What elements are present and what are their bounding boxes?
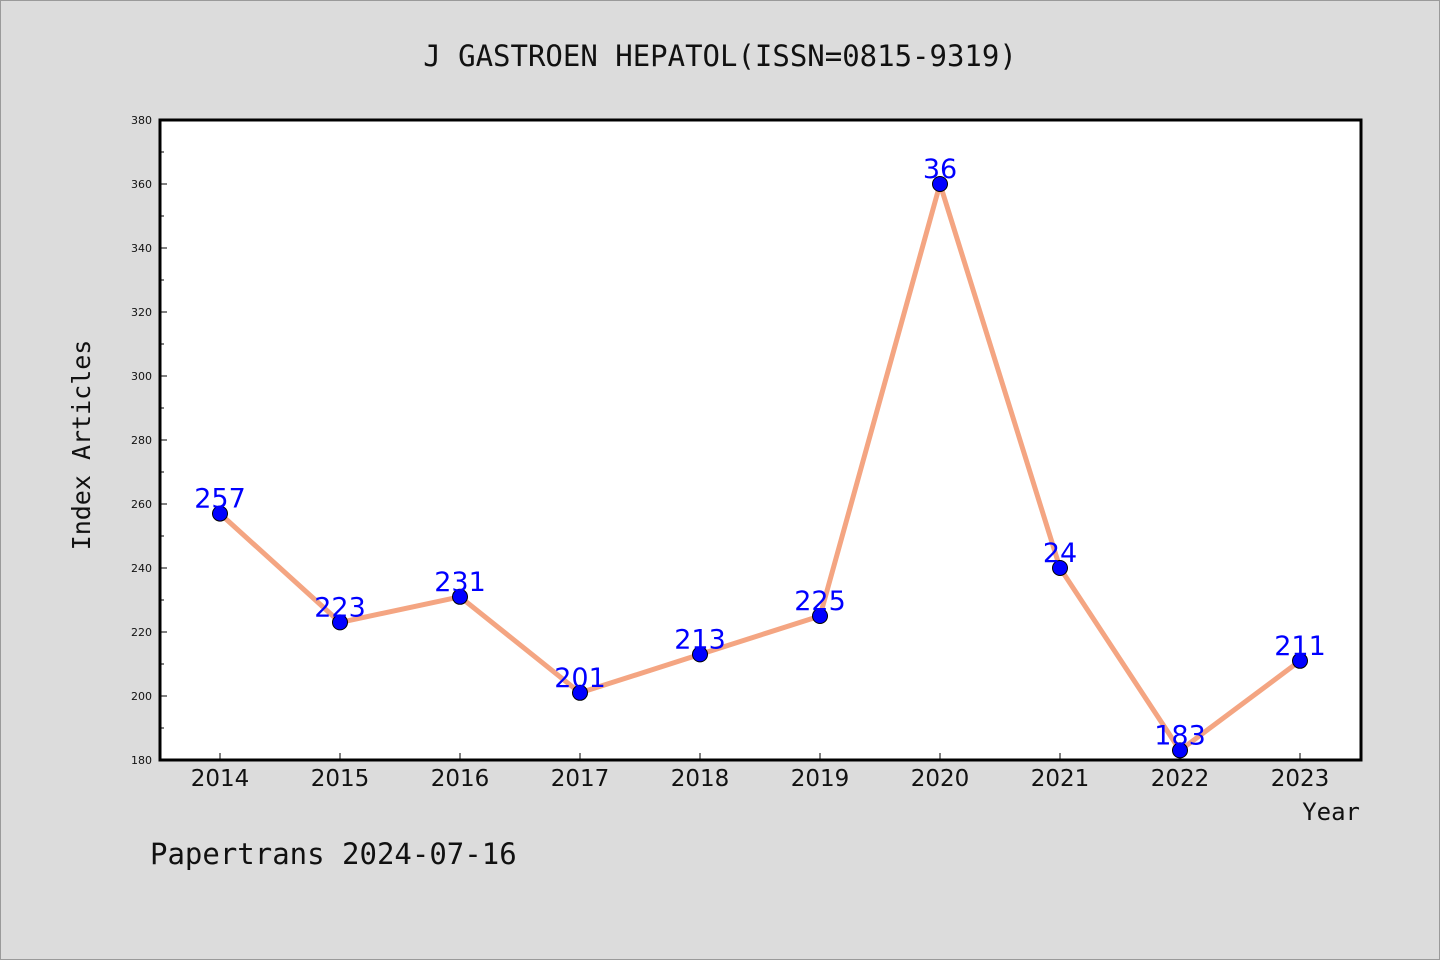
series-line	[218, 181, 1302, 753]
x-tick-label: 2015	[311, 766, 370, 792]
data-point	[1052, 560, 1068, 576]
data-label: 201	[554, 663, 606, 694]
data-point	[332, 614, 348, 631]
chart-title: J GASTROEN HEPATOL(ISSN=0815-9319)	[423, 39, 1017, 73]
data-point	[812, 608, 828, 624]
data-label: 223	[314, 592, 366, 623]
y-tick-label: 260	[131, 498, 152, 511]
series-line-group	[218, 181, 1302, 753]
y-axis-label: Index Articles	[67, 340, 96, 551]
y-tick-label: 280	[131, 434, 152, 447]
data-label: 183	[1154, 720, 1206, 751]
x-tick-label: 2021	[1031, 766, 1090, 792]
plot-area	[160, 120, 1361, 760]
y-tick-label: 240	[131, 562, 152, 575]
y-tick-label: 320	[131, 306, 152, 319]
y-tick-label: 300	[131, 370, 152, 383]
data-label: 36	[923, 154, 957, 185]
y-tick-label: 380	[131, 114, 152, 127]
x-tick-label: 2017	[551, 766, 610, 792]
x-tick-label: 2018	[671, 766, 730, 792]
x-axis: 2014 2015 2016 2017 2018 2019 2020 2021 2022 2023	[191, 753, 1330, 792]
data-point	[572, 684, 588, 701]
data-label: 24	[1043, 538, 1077, 569]
x-tick-label: 2023	[1271, 766, 1330, 792]
y-tick-label: 220	[131, 626, 152, 639]
data-point	[692, 646, 708, 663]
x-tick-label: 2016	[431, 766, 490, 792]
y-tick-label: 360	[131, 178, 152, 191]
marker-group	[212, 176, 1308, 759]
y-tick-label: 180	[131, 754, 152, 767]
x-tick-label: 2020	[911, 766, 970, 792]
data-label: 213	[674, 624, 726, 655]
plot-border	[158, 118, 1363, 762]
data-point	[1172, 742, 1188, 759]
data-label: 231	[434, 567, 486, 598]
x-axis-label: Year	[1302, 798, 1360, 826]
data-label: 211	[1274, 631, 1326, 662]
data-point	[452, 588, 468, 605]
data-label-group: 257 223 231 201 213 225 36 24 183 211	[194, 154, 1326, 751]
data-point	[932, 176, 948, 192]
data-point	[1292, 652, 1308, 669]
y-tick-label: 200	[131, 690, 152, 703]
x-tick-label: 2014	[191, 766, 250, 792]
x-tick-label: 2022	[1151, 766, 1210, 792]
data-point	[212, 505, 228, 522]
y-tick-label: 340	[131, 242, 152, 255]
footer-text: Papertrans 2024-07-16	[150, 837, 517, 871]
x-tick-label: 2019	[791, 766, 850, 792]
data-label: 225	[794, 586, 846, 617]
data-label: 257	[194, 484, 246, 515]
